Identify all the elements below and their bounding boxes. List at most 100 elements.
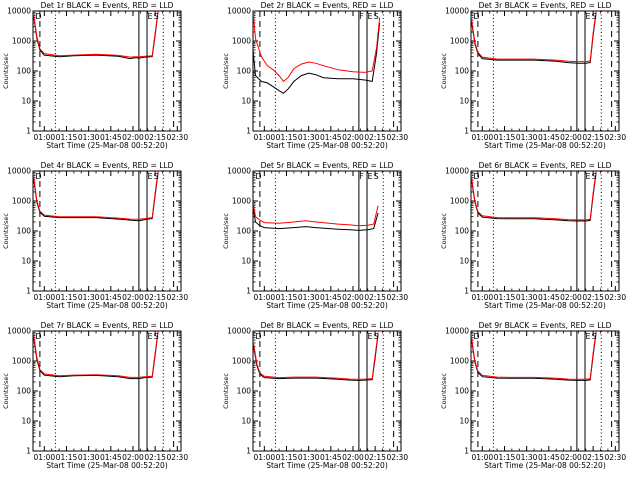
x-tick-label: 01:30 xyxy=(298,293,320,302)
x-tick-label: 02:15 xyxy=(144,293,166,302)
series-lld xyxy=(471,171,597,221)
panel-title: Det 2r BLACK = Events, RED = LLD xyxy=(261,1,394,10)
series-lld xyxy=(33,171,159,220)
flag-label-s: S xyxy=(154,172,159,181)
y-tick-label: 100 xyxy=(455,387,470,396)
series-group xyxy=(33,171,159,222)
flag-label-s: S xyxy=(592,172,597,181)
y-tick-label: 10000 xyxy=(7,7,31,16)
x-tick-label: 01:00 xyxy=(34,293,56,302)
x-axis-label: Start Time (25-Mar-08 00:52:20) xyxy=(484,461,606,470)
series-events xyxy=(33,331,159,380)
y-axis-label: Counts/sec xyxy=(440,53,448,89)
flag-label-d: D xyxy=(35,12,41,21)
flag-label-s: S xyxy=(154,12,159,21)
y-tick-label: 10000 xyxy=(445,327,469,336)
flag-label-d: D xyxy=(35,172,41,181)
x-axis-label: Start Time (25-Mar-08 00:52:20) xyxy=(46,461,168,470)
x-tick-label: 02:00 xyxy=(560,133,582,142)
x-tick-label: 02:15 xyxy=(144,453,166,462)
x-tick-label: 02:00 xyxy=(560,293,582,302)
flag-label-d: D xyxy=(255,332,261,341)
x-tick-label: 02:00 xyxy=(342,453,364,462)
series-events xyxy=(471,332,597,381)
series-lld xyxy=(471,331,597,380)
x-tick-label: 01:00 xyxy=(472,453,494,462)
flag-label-s: S xyxy=(592,12,597,21)
flag-label-d: D xyxy=(473,172,479,181)
x-tick-label: 02:00 xyxy=(122,293,144,302)
flag-label-e: E xyxy=(585,12,590,21)
y-axis-label: Counts/sec xyxy=(2,213,10,249)
series-events xyxy=(253,22,381,94)
y-tick-label: 10 xyxy=(21,257,31,266)
y-tick-label: 10 xyxy=(241,417,251,426)
y-axis-label: Counts/sec xyxy=(440,373,448,409)
flag-label-e: E xyxy=(147,332,152,341)
x-tick-label: 02:15 xyxy=(364,453,386,462)
y-tick-label: 1 xyxy=(246,127,251,136)
y-tick-label: 1000 xyxy=(450,357,469,366)
x-tick-label: 01:00 xyxy=(472,133,494,142)
y-tick-label: 1000 xyxy=(450,37,469,46)
x-tick-label: 02:30 xyxy=(166,453,188,462)
x-tick-label: 01:30 xyxy=(298,133,320,142)
y-tick-label: 10000 xyxy=(445,7,469,16)
series-events xyxy=(253,333,379,381)
y-tick-label: 1 xyxy=(26,127,31,136)
x-tick-label: 02:15 xyxy=(582,453,604,462)
detector-panel-3: Det 3r BLACK = Events, RED = LLD 1 10 100 10… xyxy=(440,1,626,150)
flag-label-s: S xyxy=(154,332,159,341)
y-tick-label: 100 xyxy=(237,227,252,236)
x-tick-label: 01:45 xyxy=(320,293,342,302)
y-tick-label: 1000 xyxy=(450,197,469,206)
y-tick-label: 10 xyxy=(459,97,469,106)
x-tick-label: 02:30 xyxy=(166,133,188,142)
x-tick-label: 01:15 xyxy=(56,133,78,142)
y-tick-label: 100 xyxy=(17,67,32,76)
panel-title: Det 4r BLACK = Events, RED = LLD xyxy=(41,161,174,170)
x-tick-label: 01:45 xyxy=(538,133,560,142)
y-tick-label: 10 xyxy=(21,97,31,106)
y-tick-label: 100 xyxy=(237,67,252,76)
x-tick-label: 01:00 xyxy=(254,133,276,142)
y-tick-label: 1 xyxy=(26,287,31,296)
y-tick-label: 1 xyxy=(464,447,469,456)
x-tick-label: 02:30 xyxy=(386,453,408,462)
y-tick-label: 10000 xyxy=(445,167,469,176)
y-tick-label: 10 xyxy=(241,257,251,266)
series-events xyxy=(33,11,159,60)
y-tick-label: 1000 xyxy=(232,357,251,366)
x-tick-label: 01:15 xyxy=(276,293,298,302)
x-tick-label: 01:30 xyxy=(516,293,538,302)
y-tick-label: 1000 xyxy=(12,357,31,366)
series-lld xyxy=(253,332,379,380)
x-tick-label: 01:00 xyxy=(472,293,494,302)
x-axis-label: Start Time (25-Mar-08 00:52:20) xyxy=(46,141,168,150)
x-tick-label: 02:30 xyxy=(604,453,626,462)
x-tick-label: 01:30 xyxy=(516,133,538,142)
x-tick-label: 02:00 xyxy=(342,133,364,142)
x-tick-label: 02:30 xyxy=(386,293,408,302)
y-tick-label: 1 xyxy=(464,127,469,136)
y-tick-label: 10000 xyxy=(227,167,251,176)
flag-label-e: E xyxy=(585,172,590,181)
x-tick-label: 01:00 xyxy=(254,293,276,302)
panel-title: Det 1r BLACK = Events, RED = LLD xyxy=(41,1,174,10)
y-tick-label: 1000 xyxy=(12,197,31,206)
series-events xyxy=(33,172,159,222)
series-lld xyxy=(33,331,159,378)
x-tick-label: 01:15 xyxy=(56,453,78,462)
series-group xyxy=(253,11,381,94)
x-axis-label: Start Time (25-Mar-08 00:52:20) xyxy=(484,141,606,150)
y-axis-label: Counts/sec xyxy=(2,53,10,89)
y-tick-label: 10 xyxy=(459,257,469,266)
panel-title: Det 8r BLACK = Events, RED = LLD xyxy=(261,321,394,330)
x-tick-label: 01:45 xyxy=(100,453,122,462)
flag-label-e: E xyxy=(367,332,372,341)
x-tick-label: 02:30 xyxy=(166,293,188,302)
flag-label-f: F xyxy=(359,172,364,181)
y-tick-label: 100 xyxy=(455,67,470,76)
detector-panel-5: Det 5r BLACK = Events, RED = LLD 1 10 100 10… xyxy=(222,161,408,310)
flag-label-e: E xyxy=(585,332,590,341)
